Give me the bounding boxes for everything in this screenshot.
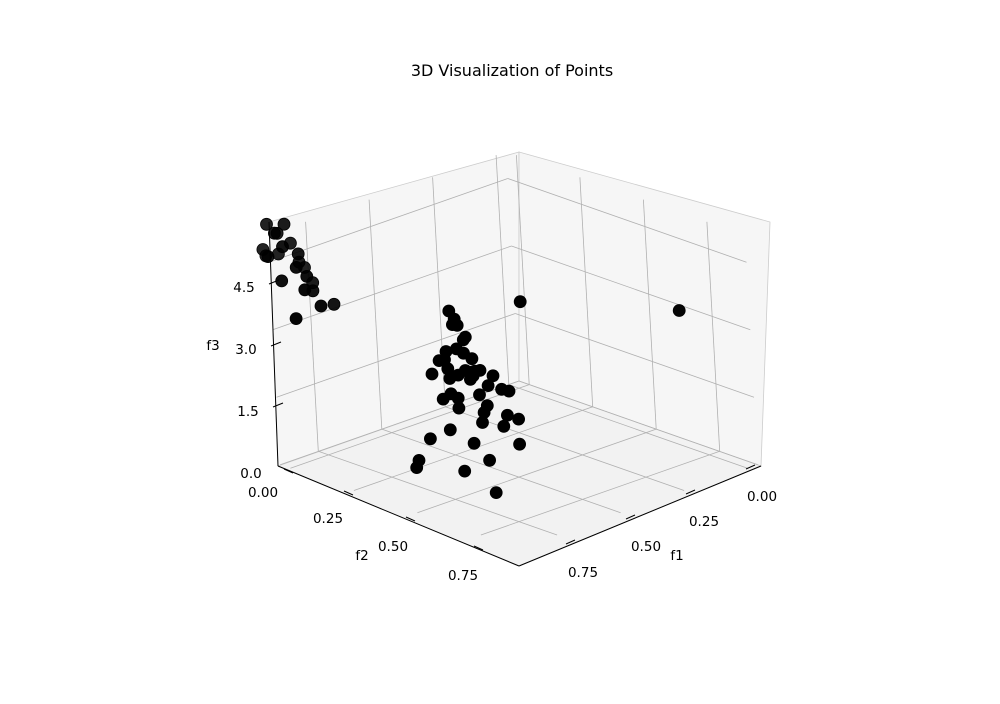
scatter-point xyxy=(444,373,456,385)
scatter-point xyxy=(328,298,340,310)
y-tick-label: 0.75 xyxy=(448,568,478,584)
y-axis-label: f2 xyxy=(355,548,368,564)
scatter-point xyxy=(503,385,515,397)
scatter-point xyxy=(474,389,486,401)
scatter-point xyxy=(478,407,490,419)
x-tick-label: 0.00 xyxy=(747,489,777,505)
z-axis-label: f3 xyxy=(206,338,219,354)
scatter-point xyxy=(498,420,510,432)
scatter-point xyxy=(468,437,480,449)
scatter-point xyxy=(424,433,436,445)
y-tick-label: 0.50 xyxy=(378,539,408,555)
scatter-point xyxy=(514,296,526,308)
scatter-point xyxy=(315,300,327,312)
y-tick-label: 0.00 xyxy=(248,485,278,501)
scatter-point xyxy=(290,261,302,273)
z-tick-label: 4.5 xyxy=(233,280,254,296)
scatter-point xyxy=(262,251,274,263)
scatter-point xyxy=(276,275,288,287)
scatter-point xyxy=(514,438,526,450)
scatter-point xyxy=(290,313,302,325)
x-axis-label: f1 xyxy=(670,548,683,564)
scatter-point xyxy=(278,218,290,230)
scatter-point xyxy=(513,413,525,425)
z-ticks: 0.0 1.5 3.0 4.5 f3 xyxy=(206,280,283,482)
y-tick-label: 0.25 xyxy=(313,511,343,527)
scatter-point xyxy=(490,487,502,499)
scatter-point xyxy=(301,270,313,282)
scatter-point xyxy=(440,346,452,358)
scatter-point xyxy=(484,454,496,466)
scatter-point xyxy=(482,380,494,392)
x-tick-label: 0.75 xyxy=(568,565,598,581)
scatter-point xyxy=(459,465,471,477)
scatter-point xyxy=(437,393,449,405)
scatter-point xyxy=(299,284,311,296)
z-tick-label: 3.0 xyxy=(235,342,256,358)
scatter-point xyxy=(411,462,423,474)
scatter-point xyxy=(459,331,471,343)
x-tick-label: 0.25 xyxy=(689,514,719,530)
scatter-point xyxy=(463,366,475,378)
scatter-point xyxy=(501,409,513,421)
scatter-point xyxy=(444,424,456,436)
x-tick-label: 0.50 xyxy=(631,539,661,555)
scatter-point xyxy=(268,227,280,239)
scatter-point xyxy=(448,313,460,325)
z-tick-label: 1.5 xyxy=(237,404,258,420)
scatter-point xyxy=(458,347,470,359)
z-tick-label: 0.0 xyxy=(240,466,261,482)
scatter-point xyxy=(673,305,685,317)
scatter-point xyxy=(277,241,289,253)
scatter-point xyxy=(452,392,464,404)
scatter-point xyxy=(292,248,304,260)
scatter-point xyxy=(426,368,438,380)
chart-title: 3D Visualization of Points xyxy=(411,61,613,80)
